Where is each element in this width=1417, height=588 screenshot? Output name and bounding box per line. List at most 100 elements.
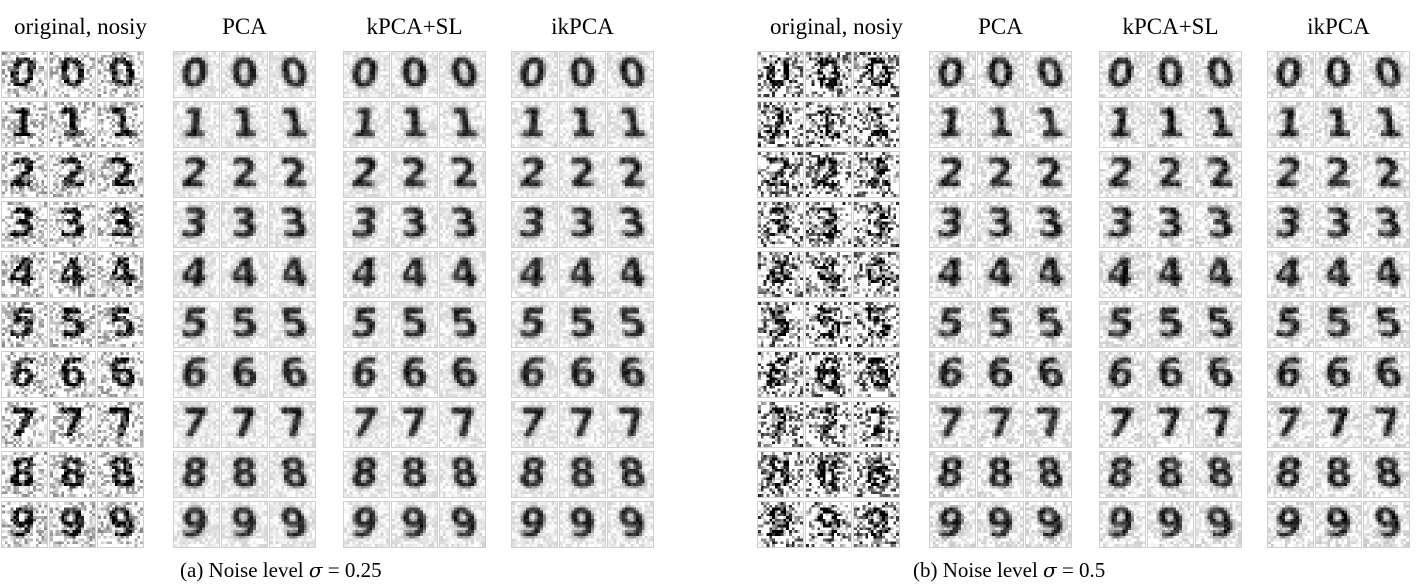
digit-image-6	[269, 351, 316, 398]
digit-image-9	[1147, 501, 1194, 548]
digit-image-2	[607, 151, 654, 198]
digit-image-7	[1315, 401, 1362, 448]
digit-image-2	[853, 151, 900, 198]
digit-image-2	[1195, 151, 1242, 198]
digit-image-7	[805, 401, 852, 448]
digit-image-3	[559, 201, 606, 248]
digit-image-2	[1025, 151, 1072, 198]
digit-image-2	[1267, 151, 1314, 198]
digit-image-5	[929, 301, 976, 348]
digit-image-3	[269, 201, 316, 248]
digit-image-1	[391, 101, 438, 148]
digit-image-9	[511, 501, 558, 548]
digit-image-8	[805, 451, 852, 498]
digit-image-3	[853, 201, 900, 248]
digit-image-9	[439, 501, 486, 548]
digit-image-9	[757, 501, 804, 548]
digit-image-4	[853, 251, 900, 298]
digit-image-7	[929, 401, 976, 448]
digit-image-5	[805, 301, 852, 348]
digit-image-2	[439, 151, 486, 198]
digit-image-5	[1025, 301, 1072, 348]
digit-image-3	[511, 201, 558, 248]
digit-image-0	[49, 51, 96, 98]
digit-image-8	[1195, 451, 1242, 498]
digit-image-1	[929, 101, 976, 148]
digit-image-7	[221, 401, 268, 448]
digit-image-8	[269, 451, 316, 498]
digit-image-4	[977, 251, 1024, 298]
digit-image-5	[511, 301, 558, 348]
digit-image-3	[1267, 201, 1314, 248]
caption-sigma-symbol: σ	[1043, 558, 1057, 582]
column-header: kPCA+SL	[1122, 14, 1219, 39]
digit-image-6	[1363, 351, 1410, 398]
digit-image-6	[439, 351, 486, 398]
digit-image-2	[977, 151, 1024, 198]
digit-image-7	[391, 401, 438, 448]
digit-image-2	[173, 151, 220, 198]
caption-sigma-symbol: σ	[308, 558, 323, 582]
digit-image-4	[757, 251, 804, 298]
digit-image-7	[1363, 401, 1410, 448]
digit-image-1	[343, 101, 390, 148]
digit-image-5	[97, 301, 144, 348]
digit-image-4	[607, 251, 654, 298]
digit-image-3	[343, 201, 390, 248]
digit-image-8	[559, 451, 606, 498]
digit-image-0	[1363, 51, 1410, 98]
figure-caption: (b) Noise level σ = 0.5	[913, 558, 1105, 583]
digit-image-4	[343, 251, 390, 298]
digit-image-5	[173, 301, 220, 348]
digit-image-7	[1147, 401, 1194, 448]
digit-image-3	[97, 201, 144, 248]
caption-prefix: (a) Noise level	[180, 558, 309, 582]
digit-image-7	[97, 401, 144, 448]
digit-image-1	[1267, 101, 1314, 148]
digit-image-5	[1099, 301, 1146, 348]
digit-image-3	[805, 201, 852, 248]
caption-suffix: = 0.25	[322, 558, 382, 582]
digit-image-7	[49, 401, 96, 448]
digit-image-1	[1025, 101, 1072, 148]
digit-image-1	[1147, 101, 1194, 148]
digit-image-3	[1, 201, 48, 248]
digit-image-9	[559, 501, 606, 548]
digit-image-2	[757, 151, 804, 198]
digit-image-2	[929, 151, 976, 198]
digit-image-5	[977, 301, 1024, 348]
digit-image-7	[559, 401, 606, 448]
digit-image-2	[391, 151, 438, 198]
digit-image-6	[1315, 351, 1362, 398]
digit-image-9	[853, 501, 900, 548]
digit-image-8	[343, 451, 390, 498]
digit-image-6	[391, 351, 438, 398]
digit-image-2	[1099, 151, 1146, 198]
digit-image-8	[173, 451, 220, 498]
digit-image-0	[1147, 51, 1194, 98]
digit-image-8	[1363, 451, 1410, 498]
digit-image-9	[391, 501, 438, 548]
digit-image-5	[1315, 301, 1362, 348]
digit-image-4	[1025, 251, 1072, 298]
digit-image-7	[1, 401, 48, 448]
digit-image-5	[439, 301, 486, 348]
digit-image-4	[559, 251, 606, 298]
digit-image-0	[221, 51, 268, 98]
digit-image-1	[221, 101, 268, 148]
digit-image-8	[1315, 451, 1362, 498]
digit-image-4	[929, 251, 976, 298]
digit-image-6	[929, 351, 976, 398]
digit-image-7	[853, 401, 900, 448]
digit-image-0	[559, 51, 606, 98]
digit-image-0	[757, 51, 804, 98]
digit-image-2	[269, 151, 316, 198]
digit-image-7	[757, 401, 804, 448]
digit-image-0	[1099, 51, 1146, 98]
digit-image-0	[1267, 51, 1314, 98]
digit-image-9	[221, 501, 268, 548]
digit-image-3	[1195, 201, 1242, 248]
digit-image-8	[97, 451, 144, 498]
digit-image-0	[1195, 51, 1242, 98]
digit-image-3	[929, 201, 976, 248]
